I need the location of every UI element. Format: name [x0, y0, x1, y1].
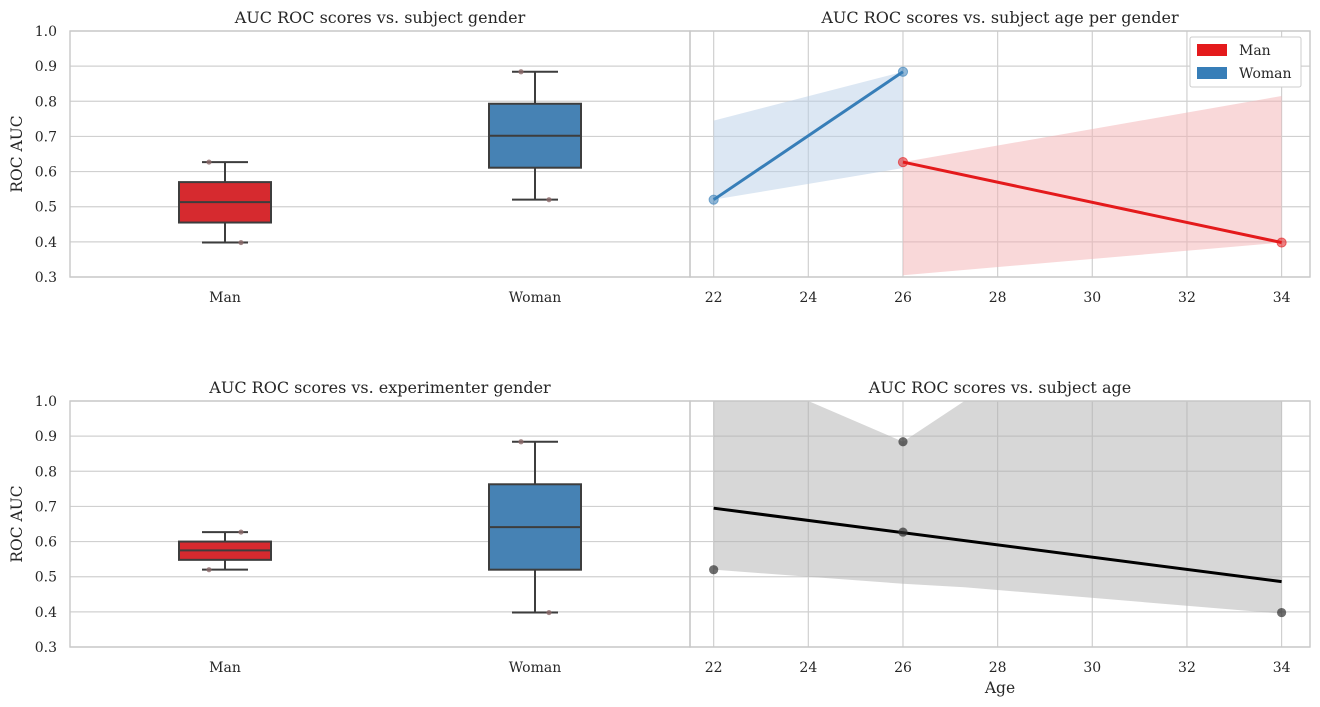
- y-tick-label: 0.3: [35, 640, 57, 656]
- regression-line: [713, 506, 1282, 584]
- scatter-point: [709, 565, 719, 575]
- strip-point: [238, 239, 244, 246]
- panel-subject-age-gender: AUC ROC scores vs. subject age per gende…: [689, 8, 1311, 306]
- series-line-man: [902, 160, 1282, 245]
- x-tick-label: 32: [1178, 290, 1196, 306]
- strip-point: [206, 159, 212, 165]
- scatter-point: [898, 437, 908, 447]
- x-tick-label: 22: [705, 290, 723, 306]
- x-tick-label: 34: [1273, 660, 1291, 676]
- series-point-woman: [708, 194, 719, 205]
- legend-swatch-man: [1197, 44, 1227, 56]
- title-subject-gender: AUC ROC scores vs. subject gender: [234, 8, 526, 27]
- y-tick-label: 1.0: [35, 394, 57, 410]
- x-tick-label: 30: [1083, 290, 1101, 306]
- box-woman: [488, 439, 582, 616]
- frame-layer: [689, 30, 1311, 278]
- box-man: [178, 159, 272, 246]
- series-point-man: [1276, 237, 1287, 248]
- box-man: [178, 529, 272, 573]
- data-layer: [708, 66, 1287, 276]
- x-tick-label: 30: [1083, 660, 1101, 676]
- legend: Man Woman: [1189, 36, 1302, 88]
- y-tick-label: 0.6: [35, 535, 57, 551]
- x-tick-label: 22: [705, 660, 723, 676]
- x-tick-label: Woman: [509, 290, 562, 306]
- y-tick-label: 0.8: [35, 94, 57, 110]
- y-tick-label: 0.6: [35, 165, 57, 181]
- y-tick-label: 0.4: [35, 235, 57, 251]
- series-line-woman: [712, 70, 904, 201]
- x-tick-label: 28: [989, 660, 1007, 676]
- legend-swatch-woman: [1197, 67, 1227, 79]
- axes-frame: [69, 400, 691, 648]
- ci-band-man: [902, 96, 1282, 276]
- x-tick-label: 24: [799, 290, 817, 306]
- x-tick-label: Man: [209, 290, 241, 306]
- ylabel-experimenter-gender: ROC AUC: [8, 485, 26, 562]
- ci-band: [713, 401, 1282, 614]
- panel-experimenter-gender: AUC ROC scores vs. experimenter gender R…: [8, 378, 691, 676]
- title-subject-age-gender: AUC ROC scores vs. subject age per gende…: [820, 8, 1179, 27]
- xlabel-subject-age: Age: [984, 679, 1015, 697]
- panel-subject-gender: AUC ROC scores vs. subject gender ROC AU…: [8, 8, 691, 306]
- x-tick-label: 26: [894, 290, 912, 306]
- strip-point: [546, 197, 552, 203]
- x-tick-label: 34: [1273, 290, 1291, 306]
- x-tick-label: 28: [989, 290, 1007, 306]
- y-tick-label: 0.7: [35, 499, 57, 515]
- ylabel-subject-gender: ROC AUC: [8, 115, 26, 192]
- series-point-man: [897, 156, 909, 168]
- strip-point: [546, 609, 552, 616]
- series-point-woman: [897, 66, 909, 77]
- strip-point: [206, 567, 212, 573]
- y-tick-label: 0.5: [35, 570, 57, 586]
- y-tick-label: 0.9: [35, 429, 57, 445]
- y-tick-label: 1.0: [35, 24, 57, 40]
- x-tick-label: Man: [209, 660, 241, 676]
- title-subject-age: AUC ROC scores vs. subject age: [868, 378, 1131, 397]
- y-tick-label: 0.7: [35, 129, 57, 145]
- panel-subject-age: AUC ROC scores vs. subject age Age 22 24 2…: [689, 378, 1311, 697]
- y-tick-label: 0.4: [35, 605, 57, 621]
- strip-point: [238, 529, 244, 535]
- data-layer: [709, 401, 1287, 618]
- title-experimenter-gender: AUC ROC scores vs. experimenter gender: [208, 378, 551, 397]
- y-tick-label: 0.3: [35, 270, 57, 286]
- box-woman: [488, 69, 582, 203]
- y-tick-label: 0.9: [35, 59, 57, 75]
- strip-point: [518, 439, 524, 445]
- scatter-point: [1277, 607, 1287, 618]
- x-tick-label: 32: [1178, 660, 1196, 676]
- strip-point: [518, 69, 524, 75]
- legend-label-man: Man: [1239, 43, 1271, 59]
- axes-frame: [689, 30, 1311, 278]
- y-tick-label: 0.8: [35, 464, 57, 480]
- x-tick-label: 26: [894, 660, 912, 676]
- legend-label-woman: Woman: [1239, 66, 1292, 82]
- x-tick-label: Woman: [509, 660, 562, 676]
- axes-frame: [689, 400, 1311, 648]
- scatter-point: [898, 527, 908, 537]
- x-tick-label: 24: [799, 660, 817, 676]
- axes-frame: [69, 30, 691, 278]
- y-tick-label: 0.5: [35, 200, 57, 216]
